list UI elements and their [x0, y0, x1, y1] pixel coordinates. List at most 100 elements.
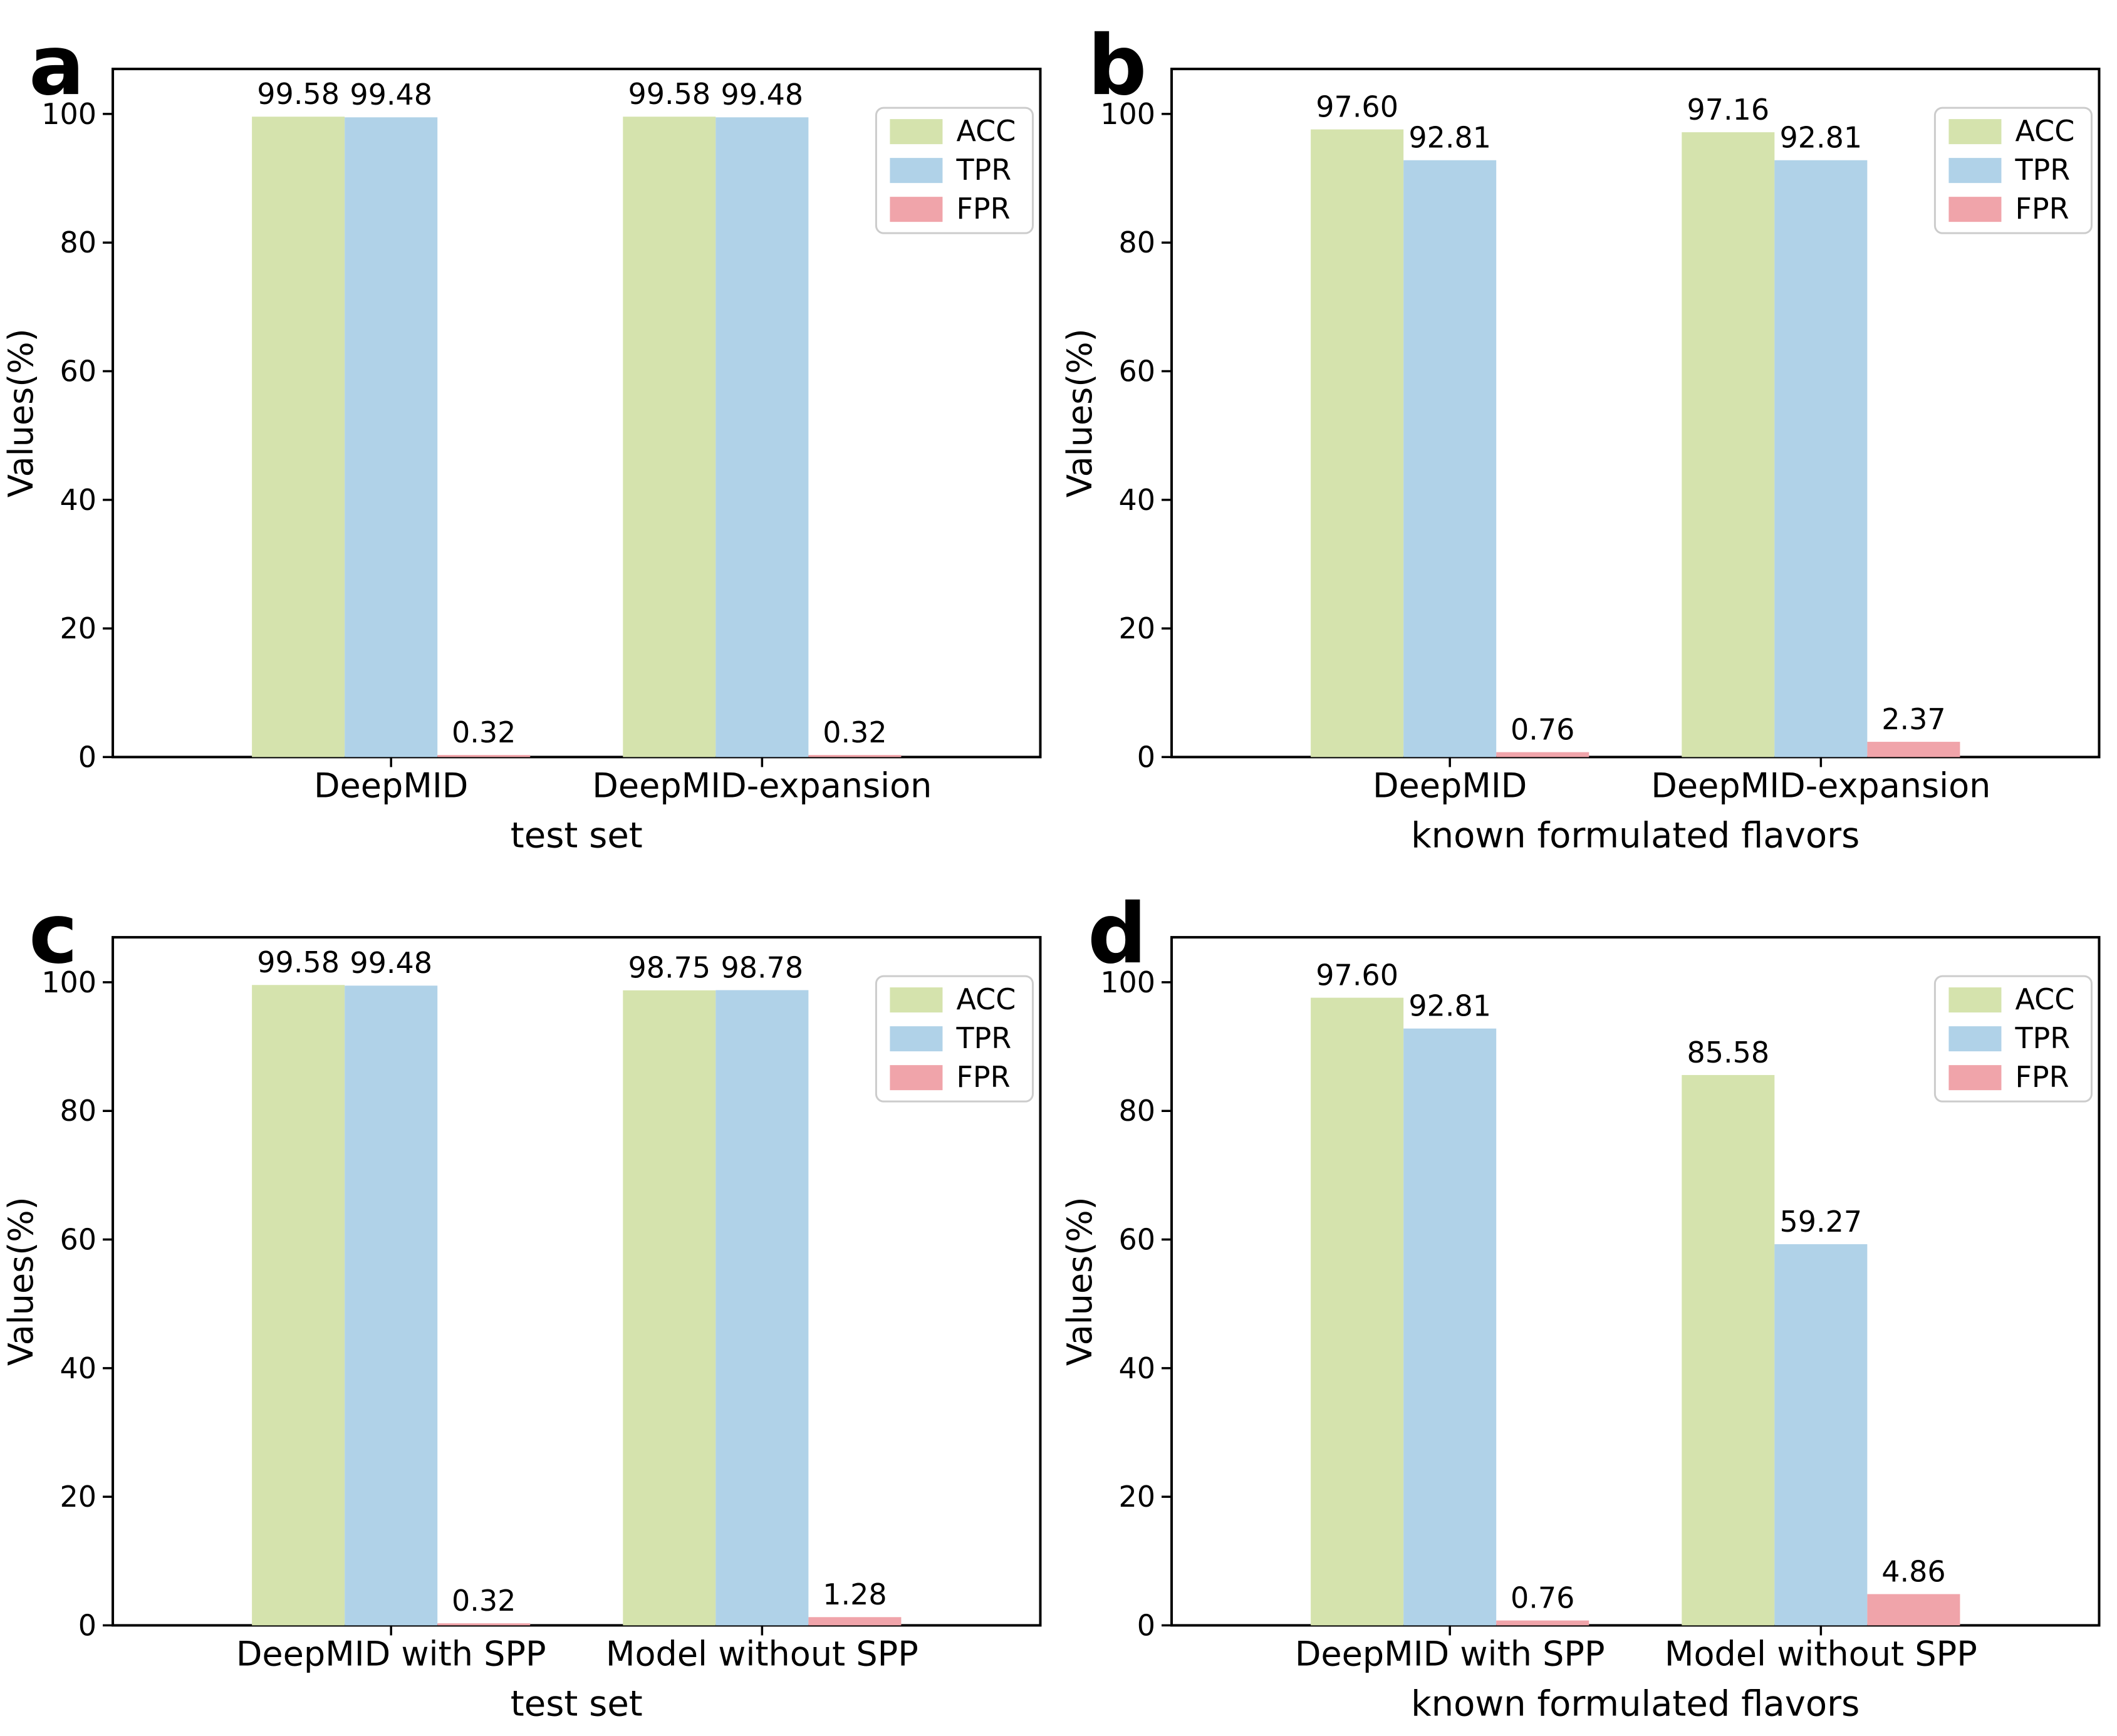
bar-ACC-DeepMID-expansion	[1681, 132, 1774, 757]
category-label: DeepMID-expansion	[592, 766, 932, 805]
y-tick-label: 100	[41, 97, 96, 131]
x-axis-label: known formulated flavors	[1411, 815, 1860, 856]
panel-letter: b	[1088, 18, 1147, 114]
category-label: DeepMID with SPP	[236, 1634, 546, 1673]
value-label-TPR: 59.27	[1779, 1205, 1862, 1239]
bar-TPR-DeepMID	[345, 117, 438, 757]
legend-label-FPR: FPR	[956, 192, 1010, 226]
chart-panel-c: c 0 20 40 60 80 100 99.58 98.75 99.48 98.78 0.32 1.2…	[1, 886, 1042, 1724]
bar-FPR-DeepMID-expansion	[808, 755, 902, 757]
value-label-TPR: 99.48	[721, 78, 804, 112]
category-label: Model without SPP	[606, 1634, 918, 1673]
legend-swatch-TPR	[1948, 1026, 2001, 1051]
category-label: DeepMID	[314, 766, 468, 805]
legend-swatch-ACC	[1948, 119, 2001, 145]
legend-swatch-FPR	[1948, 197, 2001, 222]
axes-frame	[112, 68, 1042, 759]
legend-label-TPR: TPR	[955, 153, 1011, 187]
y-tick-label: 60	[60, 355, 96, 388]
category-label: DeepMID-expansion	[1651, 766, 1990, 805]
value-label-FPR: 2.37	[1881, 702, 1945, 736]
value-label-FPR: 0.32	[452, 1584, 516, 1618]
y-tick-label: 60	[60, 1222, 96, 1256]
y-tick-label: 80	[1118, 226, 1155, 259]
bar-TPR-DeepMID-with-SPP	[1403, 1028, 1496, 1625]
bar-ACC-Model-without-SPP	[1681, 1074, 1774, 1625]
axes-frame	[112, 935, 1042, 1626]
y-tick-label: 20	[60, 1480, 96, 1514]
value-label-TPR: 99.48	[350, 946, 432, 980]
bar-TPR-DeepMID-with-SPP	[345, 985, 438, 1625]
value-label-FPR: 0.76	[1511, 1581, 1574, 1614]
y-tick-label: 0	[1137, 740, 1155, 774]
y-tick-label: 0	[1137, 1608, 1155, 1642]
y-tick-label: 40	[1118, 1351, 1155, 1385]
y-tick-label: 20	[1118, 1480, 1155, 1514]
axes-frame	[1170, 935, 2100, 1626]
legend-label-ACC: ACC	[956, 114, 1016, 148]
legend-label-FPR: FPR	[2015, 192, 2069, 226]
y-tick-label: 0	[78, 740, 96, 774]
panel-letter: d	[1088, 886, 1147, 982]
panel-letter: c	[29, 886, 78, 982]
value-label-ACC: 85.58	[1687, 1035, 1769, 1069]
bar-ACC-DeepMID	[252, 117, 345, 757]
y-tick-label: 80	[1118, 1094, 1155, 1128]
value-label-ACC: 97.60	[1316, 958, 1398, 992]
value-label-FPR: 0.32	[452, 715, 516, 749]
chart-panel-b: b 0 20 40 60 80 100 97.60 97.16 92.81 92.81 0.76 2.3…	[1060, 18, 2100, 856]
y-tick-label: 40	[1118, 483, 1155, 517]
y-axis-label: Values(%)	[1, 1197, 41, 1366]
bar-FPR-DeepMID-expansion	[1866, 742, 1960, 757]
bar-ACC-DeepMID-expansion	[623, 117, 716, 757]
bar-ACC-Model-without-SPP	[623, 990, 716, 1625]
legend-swatch-FPR	[890, 197, 943, 222]
panel-letter: a	[29, 18, 85, 114]
y-tick-label: 20	[1118, 611, 1155, 645]
y-axis-label: Values(%)	[1060, 328, 1100, 497]
bar-TPR-Model-without-SPP	[715, 989, 809, 1625]
value-label-ACC: 99.58	[257, 77, 340, 111]
category-label: DeepMID with SPP	[1294, 1634, 1605, 1673]
legend-label-FPR: FPR	[2015, 1060, 2069, 1094]
bar-FPR-Model-without-SPP	[808, 1616, 902, 1625]
bar-FPR-DeepMID-with-SPP	[437, 1623, 531, 1625]
y-tick-label: 100	[1100, 965, 1155, 999]
value-label-TPR: 92.81	[1408, 121, 1491, 155]
y-axis-label: Values(%)	[1, 328, 41, 497]
value-label-ACC: 99.58	[257, 945, 340, 979]
legend-label-TPR: TPR	[955, 1021, 1011, 1055]
bar-ACC-DeepMID	[1310, 129, 1403, 757]
value-label-ACC: 99.58	[628, 77, 710, 111]
bar-FPR-DeepMID	[437, 755, 531, 757]
value-label-FPR: 1.28	[823, 1577, 887, 1611]
bar-ACC-DeepMID-with-SPP	[1310, 997, 1403, 1625]
bar-TPR-Model-without-SPP	[1774, 1244, 1867, 1625]
y-tick-label: 20	[60, 611, 96, 645]
legend-swatch-ACC	[890, 119, 943, 145]
bar-FPR-DeepMID	[1495, 752, 1589, 757]
legend-swatch-FPR	[890, 1064, 943, 1090]
x-axis-label: test set	[511, 1683, 643, 1724]
legend-label-TPR: TPR	[2014, 153, 2070, 187]
legend-swatch-ACC	[1948, 987, 2001, 1012]
x-axis-label: test set	[511, 815, 643, 856]
legend-label-FPR: FPR	[956, 1060, 1010, 1094]
value-label-TPR: 98.78	[721, 950, 804, 984]
value-label-FPR: 0.76	[1511, 713, 1574, 747]
y-tick-label: 100	[41, 965, 96, 999]
y-tick-label: 80	[60, 226, 96, 259]
y-tick-label: 80	[60, 1094, 96, 1128]
bar-TPR-DeepMID-expansion	[1774, 160, 1867, 757]
y-tick-label: 0	[78, 1608, 96, 1642]
y-tick-label: 40	[60, 483, 96, 517]
value-label-FPR: 4.86	[1881, 1554, 1945, 1588]
legend-swatch-ACC	[890, 987, 943, 1012]
legend-swatch-FPR	[1948, 1064, 2001, 1090]
value-label-TPR: 92.81	[1779, 121, 1862, 155]
value-label-TPR: 92.81	[1408, 989, 1491, 1022]
legend-label-ACC: ACC	[956, 982, 1016, 1016]
category-label: DeepMID	[1372, 766, 1526, 805]
legend-label-ACC: ACC	[2015, 114, 2074, 148]
